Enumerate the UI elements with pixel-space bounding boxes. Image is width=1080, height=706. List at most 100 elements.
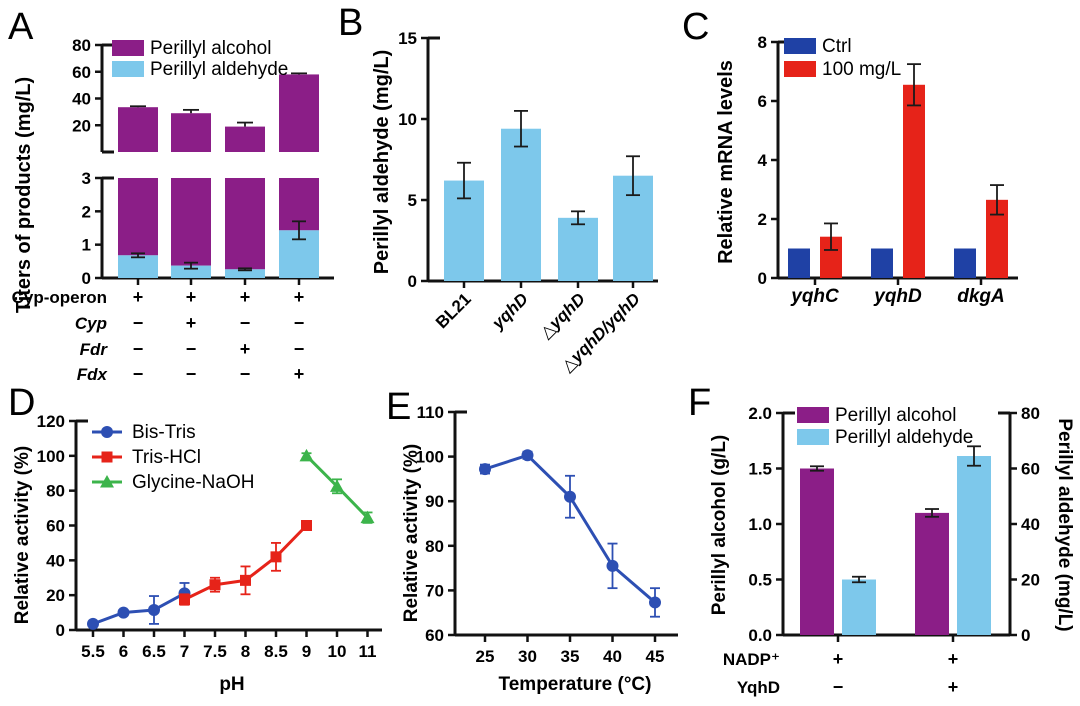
svg-text:Ctrl: Ctrl (822, 36, 852, 57)
svg-text:+: + (186, 287, 197, 307)
svg-text:2.0: 2.0 (748, 404, 772, 423)
svg-text:60: 60 (46, 517, 65, 536)
svg-text:9: 9 (302, 642, 311, 661)
svg-text:Glycine-NaOH: Glycine-NaOH (132, 472, 254, 493)
svg-text:3: 3 (82, 169, 91, 188)
svg-text:−: − (240, 313, 251, 333)
svg-text:60: 60 (72, 63, 91, 82)
svg-text:5.5: 5.5 (81, 642, 105, 661)
svg-text:Relative mRNA levels: Relative mRNA levels (715, 60, 737, 264)
svg-text:100: 100 (416, 448, 444, 467)
svg-text:−: − (240, 364, 251, 384)
svg-text:35: 35 (561, 647, 580, 666)
svg-text:NADP⁺: NADP⁺ (723, 650, 780, 669)
svg-text:80: 80 (425, 537, 444, 556)
svg-text:Bis-Tris: Bis-Tris (132, 422, 196, 443)
svg-text:20: 20 (72, 116, 91, 135)
panel-f-dual-axis-bar-chart: Perillyl alcohol (g/L) Perillyl aldehyde … (709, 404, 1075, 697)
svg-text:YqhD: YqhD (737, 678, 780, 697)
svg-text:Tris-HCl: Tris-HCl (132, 447, 201, 468)
svg-text:0: 0 (408, 272, 417, 291)
panel-b-bar-chart: Perillyl aldehyde (mg/L) 0 5 10 15 BL21 yqhD △y… (371, 29, 658, 376)
svg-text:Fdr: Fdr (80, 340, 109, 359)
svg-text:80: 80 (1021, 404, 1040, 423)
panel-d-letter: D (8, 382, 36, 424)
svg-text:20: 20 (1021, 571, 1040, 590)
panel-e-line-chart: Relative activity (%)60 70 80 90 100 110 25 30 3… (401, 403, 678, 695)
svg-text:+: + (186, 313, 197, 333)
svg-text:+: + (240, 287, 251, 307)
svg-text:−: − (186, 339, 197, 359)
svg-text:yqhC: yqhC (790, 286, 839, 307)
svg-text:40: 40 (72, 90, 91, 109)
panel-b-letter: B (338, 2, 364, 44)
svg-text:+: + (133, 287, 144, 307)
svg-text:+: + (240, 339, 251, 359)
svg-text:Perillyl aldehyde (mg/L): Perillyl aldehyde (mg/L) (371, 50, 393, 275)
svg-text:20: 20 (46, 586, 65, 605)
panel-f-letter: F (688, 382, 712, 424)
svg-text:1.5: 1.5 (748, 460, 772, 479)
svg-text:yqhD: yqhD (873, 286, 922, 307)
svg-text:6.5: 6.5 (142, 642, 166, 661)
svg-text:0.5: 0.5 (748, 571, 772, 590)
svg-text:dkgA: dkgA (957, 286, 1005, 307)
svg-text:Perillyl aldehyde (mg/L): Perillyl aldehyde (mg/L) (1054, 418, 1075, 631)
panel-c-letter: C (682, 6, 710, 48)
svg-text:45: 45 (646, 647, 665, 666)
svg-text:pH: pH (219, 674, 244, 695)
svg-text:Perillyl aldehyde: Perillyl aldehyde (150, 59, 288, 80)
panel-e-letter: E (386, 386, 412, 428)
svg-text:0: 0 (758, 269, 767, 288)
svg-text:0: 0 (1021, 626, 1030, 645)
svg-text:70: 70 (425, 581, 444, 600)
svg-text:6: 6 (119, 642, 128, 661)
svg-text:Titers of products (mg/L): Titers of products (mg/L) (13, 77, 35, 313)
svg-text:yqhD: yqhD (488, 289, 532, 333)
svg-text:Relative activity (%): Relative activity (%) (12, 446, 33, 624)
svg-text:+: + (294, 364, 305, 384)
svg-text:Perillyl aldehyde: Perillyl aldehyde (835, 427, 973, 448)
svg-text:40: 40 (1021, 515, 1040, 534)
svg-text:Perillyl alcohol: Perillyl alcohol (835, 405, 956, 426)
svg-text:4: 4 (758, 151, 768, 170)
svg-text:2: 2 (82, 202, 91, 221)
svg-text:△yqhD: △yqhD (536, 289, 589, 342)
svg-text:0.0: 0.0 (748, 626, 772, 645)
svg-text:100 mg/L: 100 mg/L (822, 59, 901, 80)
svg-text:−: − (833, 677, 844, 697)
svg-text:60: 60 (1021, 460, 1040, 479)
svg-text:Relative activity (%): Relative activity (%) (401, 444, 422, 622)
svg-text:8: 8 (241, 642, 250, 661)
svg-text:Cyp: Cyp (75, 314, 107, 333)
svg-text:11: 11 (359, 642, 377, 661)
svg-text:1: 1 (82, 236, 91, 255)
svg-text:2: 2 (758, 210, 767, 229)
svg-text:Fdx: Fdx (77, 365, 109, 384)
panel-d-line-chart: Relative activity (%) 0 20 40 60 80 100 120 5.5 6… (12, 412, 382, 695)
svg-text:7: 7 (180, 642, 189, 661)
svg-text:Temperature (°C): Temperature (°C) (499, 674, 652, 695)
svg-text:0: 0 (56, 621, 65, 640)
svg-text:110: 110 (417, 403, 444, 422)
svg-text:+: + (948, 649, 959, 669)
svg-text:40: 40 (46, 551, 65, 570)
svg-text:8: 8 (758, 33, 767, 52)
svg-text:15: 15 (398, 29, 417, 48)
svg-text:7.5: 7.5 (203, 642, 227, 661)
svg-text:+: + (833, 649, 844, 669)
svg-text:0: 0 (82, 269, 91, 288)
svg-text:−: − (133, 364, 144, 384)
svg-text:−: − (186, 364, 197, 384)
svg-text:Perillyl alcohol (g/L): Perillyl alcohol (g/L) (709, 435, 730, 616)
svg-text:−: − (294, 339, 305, 359)
svg-text:Perillyl alcohol: Perillyl alcohol (150, 38, 271, 59)
svg-text:80: 80 (72, 36, 91, 55)
panel-a-letter: A (8, 6, 34, 48)
svg-text:120: 120 (37, 412, 65, 431)
svg-text:6: 6 (758, 92, 767, 111)
svg-text:25: 25 (476, 647, 495, 666)
